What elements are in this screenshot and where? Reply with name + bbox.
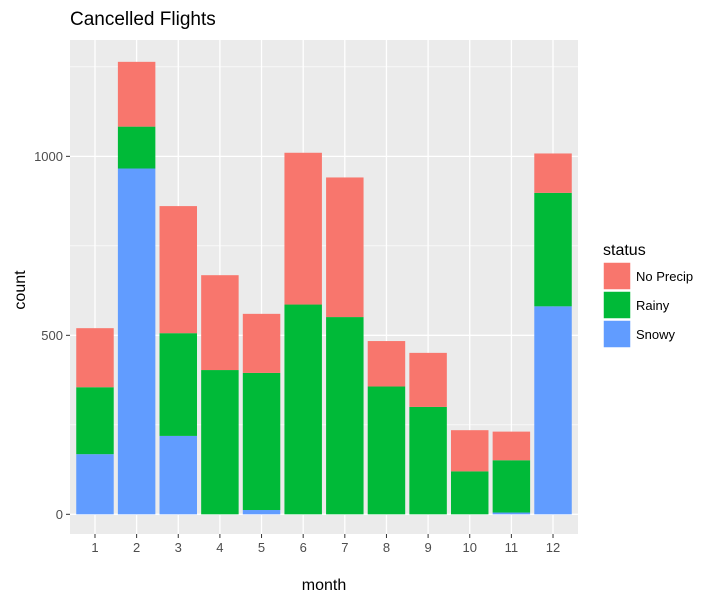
bar-snowy-month-11: [492, 512, 531, 515]
bar-snowy-month-5: [242, 510, 281, 515]
bar-no-precip-month-8: [367, 341, 406, 387]
bar-rainy-month-12: [534, 192, 572, 307]
bar-rainy-month-9: [409, 406, 447, 515]
bar-rainy-month-7: [326, 317, 364, 515]
y-axis: 0 500 1000: [34, 149, 70, 522]
y-tick-label: 500: [41, 328, 63, 343]
bar-no-precip-month-1: [76, 328, 114, 388]
bar-rainy-month-1: [76, 387, 114, 455]
legend-label-snowy: Snowy: [636, 327, 676, 342]
bar-rainy-month-11: [492, 460, 531, 513]
bar-rainy-month-3: [159, 333, 197, 436]
bar-snowy-month-12: [534, 306, 572, 515]
bar-no-precip-month-2: [117, 61, 156, 127]
x-tick-label: 6: [300, 540, 307, 555]
bar-snowy-month-1: [76, 454, 114, 515]
y-tick-label: 1000: [34, 149, 63, 164]
x-tick-label: 7: [341, 540, 348, 555]
legend-key-rainy: [602, 290, 632, 320]
legend-key-no-precip: [602, 261, 632, 291]
y-tick-label: 0: [56, 507, 63, 522]
legend: status No Precip Rainy Snowy: [602, 242, 693, 349]
bar-rainy-month-4: [201, 370, 239, 515]
bar-no-precip-month-5: [242, 313, 281, 373]
x-tick-label: 5: [258, 540, 265, 555]
bar-no-precip-month-12: [534, 153, 572, 193]
bar-rainy-month-10: [451, 471, 489, 515]
bar-no-precip-month-6: [284, 152, 322, 305]
bar-rainy-month-8: [367, 386, 406, 515]
legend-label-rainy: Rainy: [636, 298, 670, 313]
chart-title: Cancelled Flights: [70, 9, 216, 30]
legend-label-no-precip: No Precip: [636, 269, 693, 284]
x-tick-label: 4: [216, 540, 223, 555]
x-tick-label: 10: [463, 540, 477, 555]
x-tick-label: 2: [133, 540, 140, 555]
bars: [76, 61, 572, 515]
bar-no-precip-month-10: [451, 430, 489, 472]
bar-rainy-month-6: [284, 304, 322, 515]
x-axis-title: month: [302, 577, 346, 594]
x-tick-label: 9: [424, 540, 431, 555]
x-tick-label: 8: [383, 540, 390, 555]
x-tick-label: 1: [91, 540, 98, 555]
bar-rainy-month-5: [242, 372, 281, 511]
bar-snowy-month-2: [117, 168, 156, 515]
legend-title: status: [603, 242, 646, 259]
bar-no-precip-month-7: [326, 177, 364, 318]
bar-no-precip-month-3: [159, 206, 197, 334]
bar-snowy-month-3: [159, 435, 197, 515]
x-tick-label: 12: [546, 540, 560, 555]
bar-rainy-month-2: [117, 126, 156, 169]
bar-no-precip-month-11: [492, 431, 531, 461]
legend-key-snowy: [602, 319, 632, 349]
y-axis-title: count: [12, 270, 29, 310]
x-tick-label: 3: [175, 540, 182, 555]
x-axis: 1 2 3 4 5 6 7 8 9 10 11 12: [91, 534, 560, 555]
bar-no-precip-month-4: [201, 275, 239, 371]
bar-no-precip-month-9: [409, 352, 447, 407]
x-tick-label: 11: [505, 540, 519, 555]
